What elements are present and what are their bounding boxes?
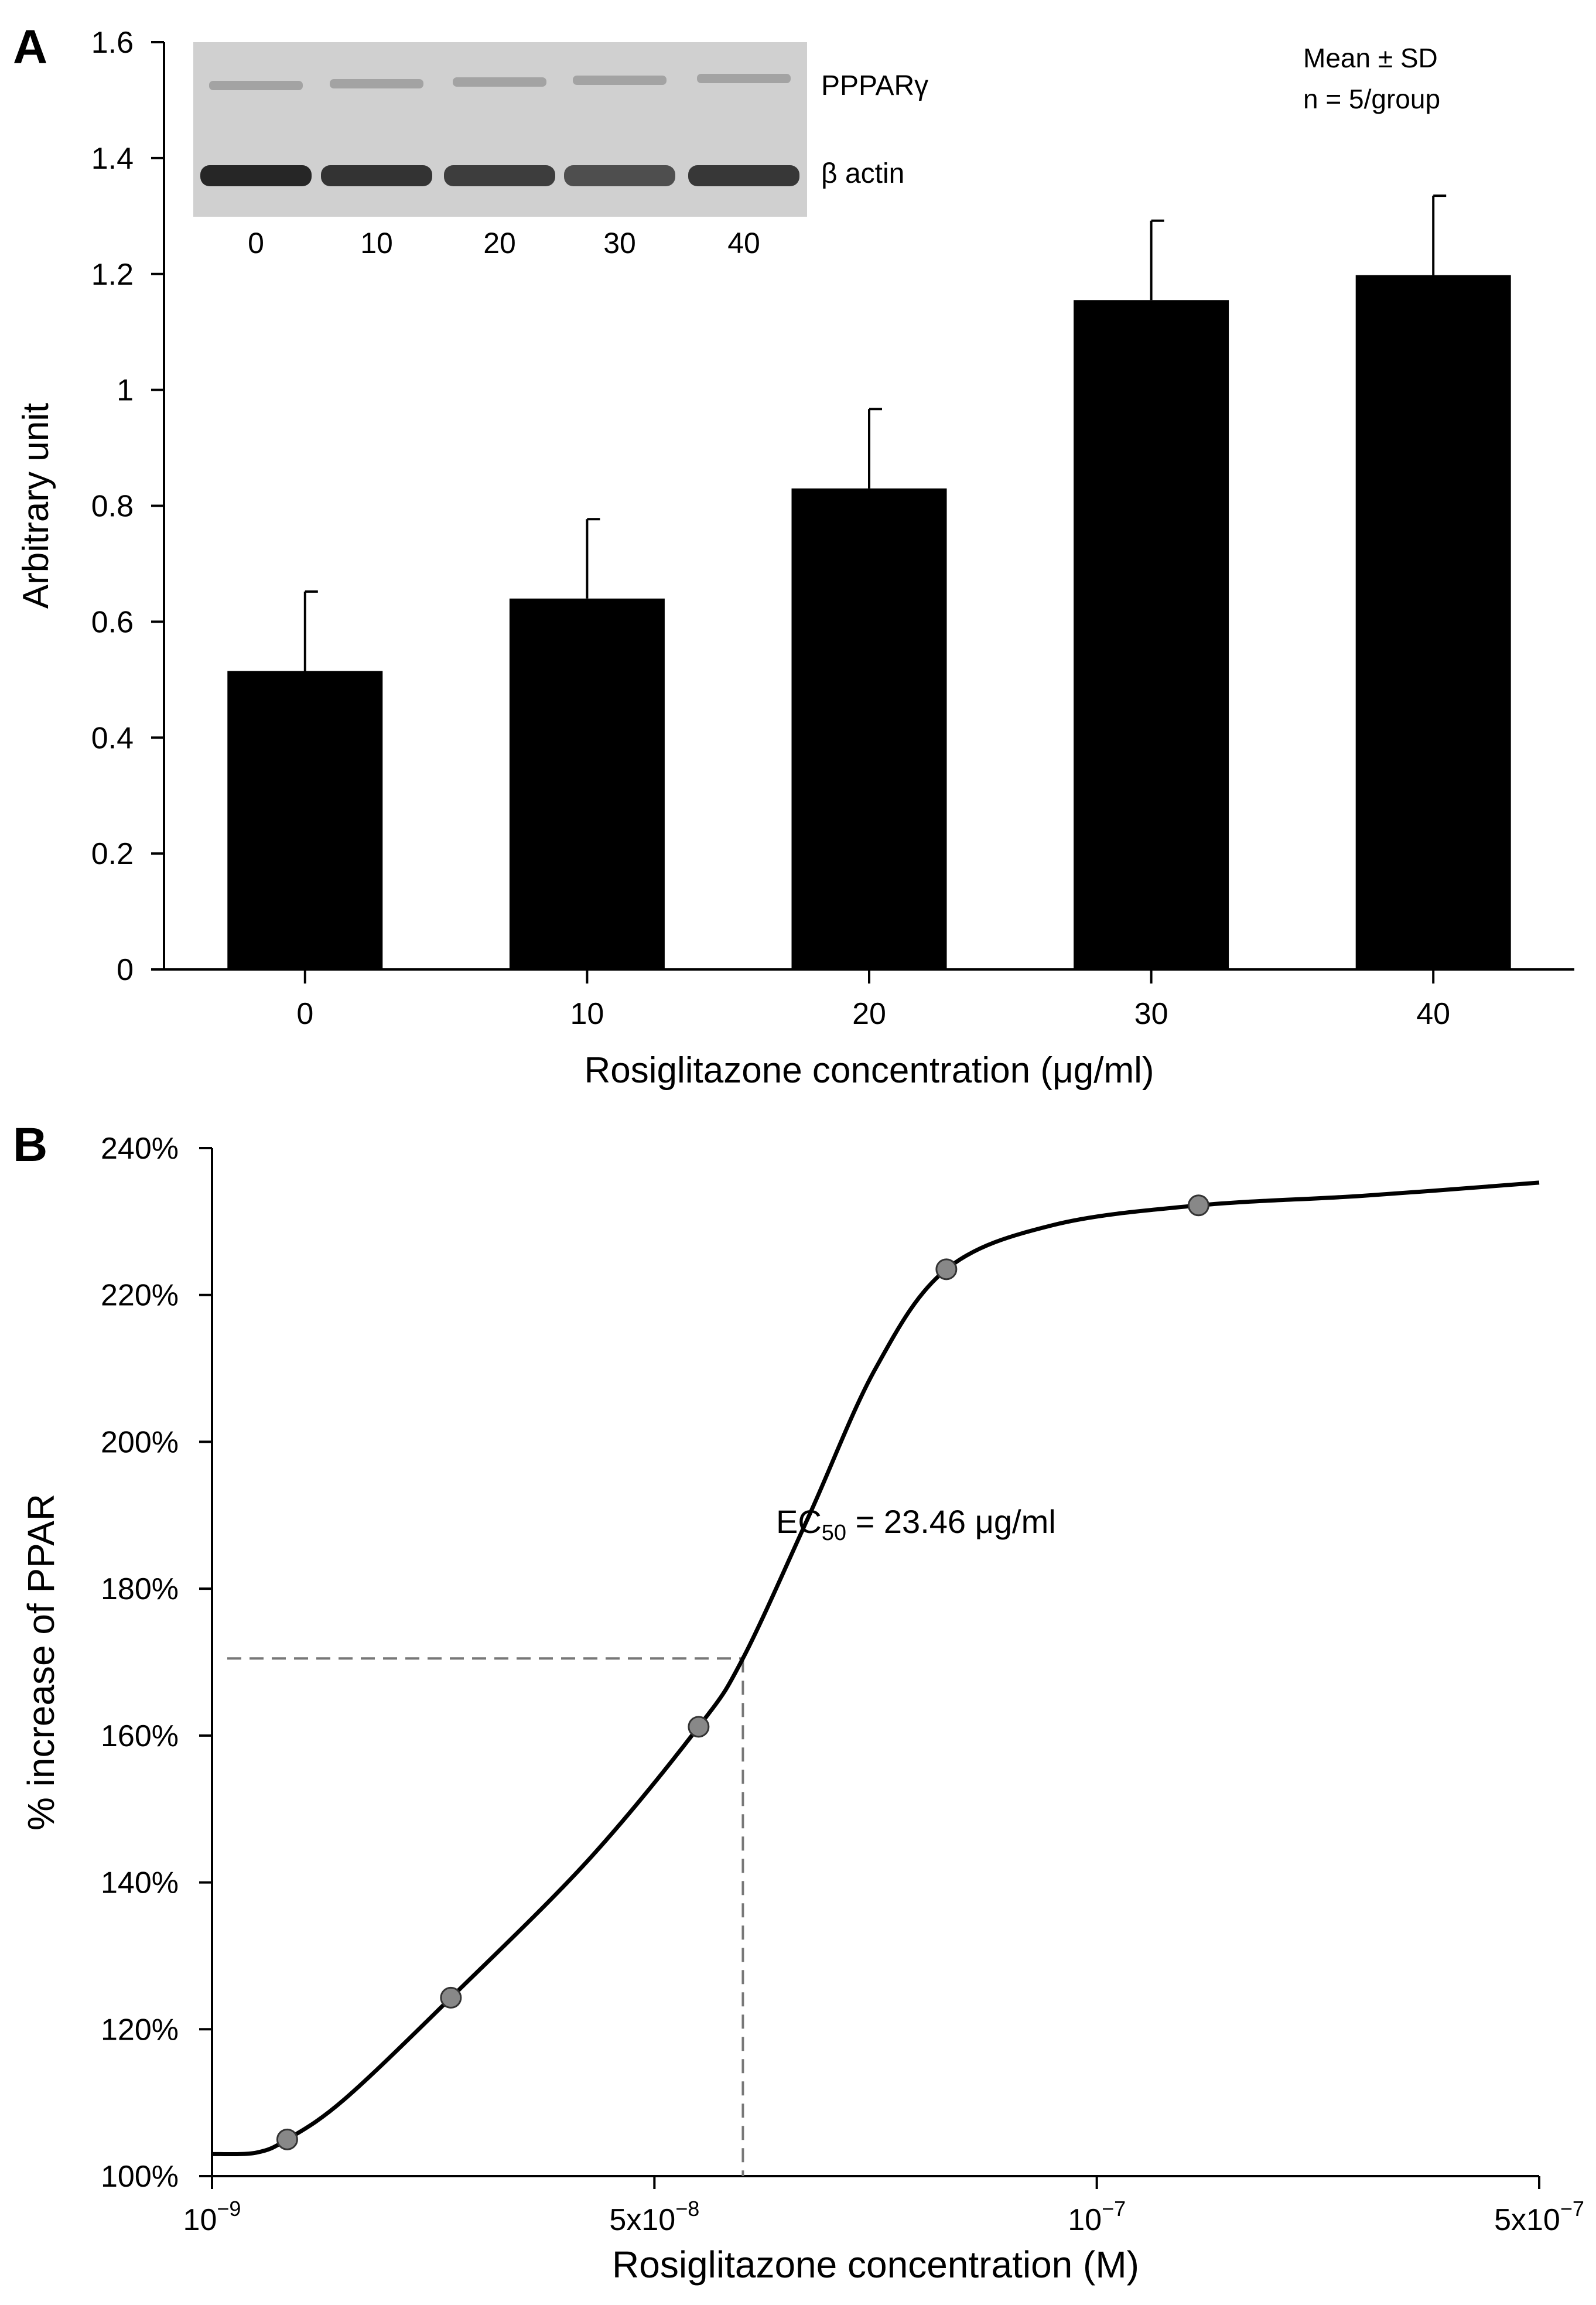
b-y-axis-title: % increase of PPAR xyxy=(20,1494,62,1831)
b-y-tick-label: 220% xyxy=(101,1279,179,1313)
beta-actin-band xyxy=(200,165,312,186)
panel-b-axes: 100%120%140%160%180%200%220%240%10−9 5x10… xyxy=(20,1132,1584,2286)
a-y-tick-label: 0.2 xyxy=(91,837,134,871)
blot-label-beta-actin: β actin xyxy=(821,158,904,189)
a-y-tick-label: 0.4 xyxy=(91,721,134,755)
blot-background xyxy=(193,42,807,217)
a-x-axis-title: Rosiglitazone concentration (μg/ml) xyxy=(584,1050,1154,1091)
panel-a-bars xyxy=(227,194,1511,969)
blot-membrane-shade xyxy=(193,42,807,217)
legend-mean-sd: Mean ± SD xyxy=(1303,43,1438,73)
bar xyxy=(509,598,665,969)
b-x-tick-label: 5x10−8 xyxy=(609,2197,699,2237)
legend-n-group: n = 5/group xyxy=(1303,84,1440,114)
b-y-tick-label: 240% xyxy=(101,1132,179,1166)
ec50-prefix: EC xyxy=(776,1503,822,1540)
panel-a-letter: A xyxy=(13,21,47,74)
pparg-band xyxy=(453,77,546,87)
data-point xyxy=(935,1258,958,1280)
b-y-tick-label: 140% xyxy=(101,1866,179,1900)
b-x-tick-label: 10−7 xyxy=(1068,2197,1126,2237)
b-y-tick-label: 120% xyxy=(101,2013,179,2047)
blot-lane-label: 20 xyxy=(483,227,516,259)
a-y-tick-label: 0.8 xyxy=(91,490,134,524)
blot-lane-label: 10 xyxy=(360,227,393,259)
tick-base: 5x10 xyxy=(1494,2203,1560,2237)
ec50-guides xyxy=(227,1657,744,2176)
tick-exponent: −8 xyxy=(675,2197,699,2221)
a-x-tick-label: 30 xyxy=(1134,997,1168,1031)
data-point xyxy=(440,1986,462,2009)
blot-lane-label: 30 xyxy=(603,227,636,259)
b-x-axis-title: Rosiglitazone concentration (M) xyxy=(612,2243,1139,2286)
blot-lane-label: 40 xyxy=(727,227,760,259)
a-x-tick-label: 10 xyxy=(570,997,604,1031)
blot-bands xyxy=(200,74,799,186)
bar xyxy=(227,671,383,969)
data-point xyxy=(1187,1194,1209,1217)
bar xyxy=(791,488,947,969)
panel-a-axes: 0 0.2 0.4 0.6 0.8 1 1.2 1.4 1.6 0 10 20 30 40 Rosiglit… xyxy=(16,26,1574,1091)
bar xyxy=(1074,300,1229,969)
pparg-band xyxy=(573,76,667,85)
b-x-tick-label: 10−9 xyxy=(183,2197,241,2237)
data-point xyxy=(688,1716,710,1738)
data-point xyxy=(276,2128,298,2150)
tick-exponent: −7 xyxy=(1560,2197,1584,2221)
b-x-tick-label: 5x10−7 xyxy=(1494,2197,1584,2237)
pparg-band xyxy=(209,81,303,90)
beta-actin-band xyxy=(564,165,675,186)
a-y-axis-title: Arbitrary unit xyxy=(16,403,56,609)
a-y-tick-label: 1 xyxy=(117,374,134,408)
western-blot-inset: PPPARγ β actin 0 10 20 30 40 xyxy=(193,42,928,259)
b-y-tick-label: 160% xyxy=(101,1719,179,1753)
a-y-tick-label: 0 xyxy=(117,953,134,987)
tick-exponent: −9 xyxy=(217,2197,241,2221)
ec50-label: EC50 = 23.46 μg/ml xyxy=(776,1503,1056,1545)
ec50-value: = 23.46 μg/ml xyxy=(846,1503,1056,1540)
beta-actin-band xyxy=(444,165,555,186)
a-y-tick-label: 1.2 xyxy=(91,258,134,292)
a-x-tick-label: 0 xyxy=(296,997,313,1031)
data-points xyxy=(276,1194,1209,2150)
a-y-tick-label: 0.6 xyxy=(91,605,134,639)
a-y-tick-label: 1.4 xyxy=(91,142,134,176)
tick-base: 5x10 xyxy=(609,2203,675,2237)
tick-base: 10 xyxy=(1068,2203,1102,2237)
ec50-subscript: 50 xyxy=(822,1521,846,1545)
pparg-band xyxy=(330,79,423,88)
tick-base: 10 xyxy=(183,2203,217,2237)
b-y-tick-label: 180% xyxy=(101,1572,179,1606)
beta-actin-band xyxy=(321,165,432,186)
b-y-tick-label: 100% xyxy=(101,2160,179,2194)
a-y-tick-label: 1.6 xyxy=(91,26,134,60)
tick-exponent: −7 xyxy=(1102,2197,1126,2221)
beta-actin-band xyxy=(688,165,799,186)
bar xyxy=(1355,275,1511,969)
panel-b-letter: B xyxy=(13,1118,47,1172)
a-x-tick-label: 20 xyxy=(852,997,886,1031)
dose-response-curve xyxy=(211,1180,1540,2157)
blot-lane-label: 0 xyxy=(248,227,264,259)
blot-label-pparg: PPPARγ xyxy=(821,70,928,101)
b-y-tick-label: 200% xyxy=(101,1425,179,1459)
a-x-tick-label: 40 xyxy=(1416,997,1450,1031)
pparg-band xyxy=(697,74,791,83)
blot-lane-labels: 0 10 20 30 40 xyxy=(248,227,760,259)
